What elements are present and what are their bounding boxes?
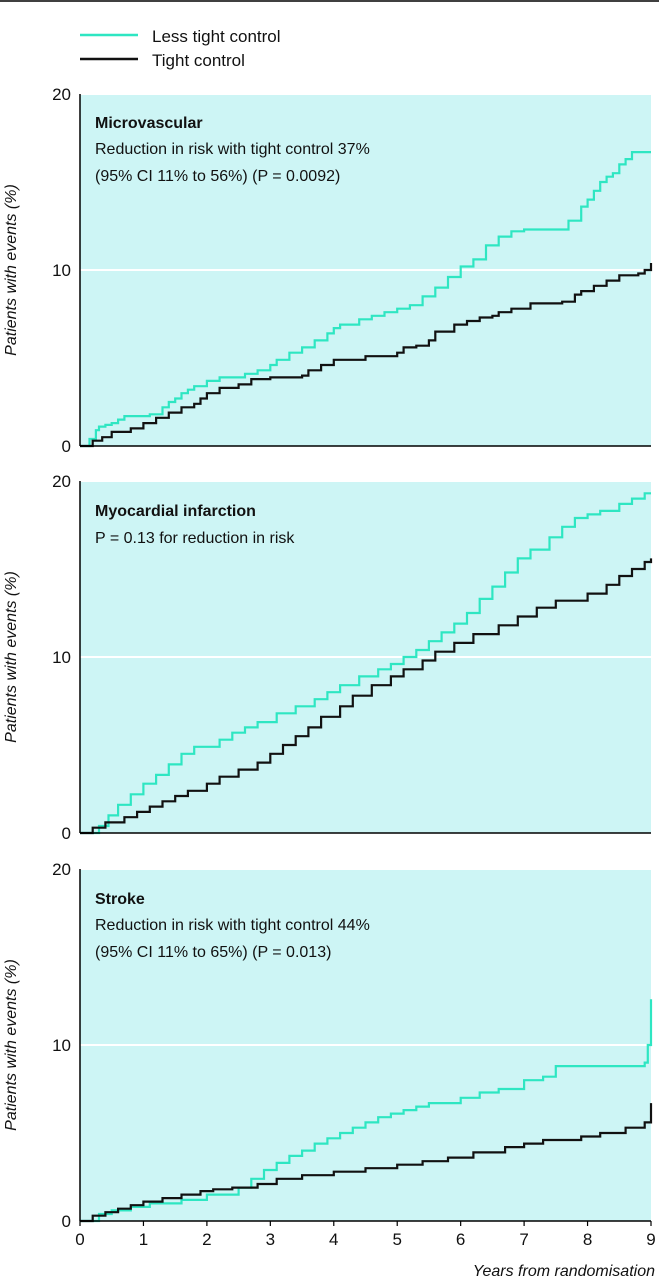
panel-title: Myocardial infarction: [95, 503, 256, 520]
y-tick-label: 10: [52, 648, 71, 667]
y-tick-label: 0: [62, 1212, 71, 1231]
series-line-less-tight-control: [80, 999, 653, 1223]
legend-label-tight: Tight control: [152, 51, 245, 70]
x-tick-label: 1: [139, 1230, 148, 1249]
y-axis-label: Patients with events (%): [3, 571, 20, 743]
legend: Less tight control Tight control: [80, 27, 281, 70]
panel-annotation: (95% CI 11% to 56%) (P = 0.0092): [95, 168, 340, 185]
x-axis-label: Years from randomisation: [473, 1263, 655, 1280]
series-line-less-tight-control: [80, 151, 651, 448]
legend-label-less-tight: Less tight control: [152, 27, 281, 46]
x-tick-label: 2: [202, 1230, 211, 1249]
y-tick-label: 20: [52, 472, 71, 491]
x-tick-label: 5: [392, 1230, 401, 1249]
y-axis-label: Patients with events (%): [3, 184, 20, 356]
panel-annotation: P = 0.13 for reduction in risk: [95, 530, 295, 547]
y-axis-label: Patients with events (%): [3, 959, 20, 1131]
panel-title: Microvascular: [95, 115, 203, 132]
panel-annotation: Reduction in risk with tight control 44%: [95, 917, 370, 934]
x-tick-label: 4: [329, 1230, 338, 1249]
x-tick-label: 6: [456, 1230, 465, 1249]
chart-panel-1: 0 10 20 Patients with events (%) Microvascul…: [3, 85, 653, 456]
panel-title: Stroke: [95, 891, 145, 908]
series-line-tight-control: [80, 1103, 653, 1223]
panel-annotation: (95% CI 11% to 65%) (P = 0.013): [95, 944, 331, 961]
panel-annotation: Reduction in risk with tight control 37%: [95, 141, 370, 158]
series-line-tight-control: [80, 263, 653, 448]
x-tick-label: 8: [583, 1230, 592, 1249]
x-tick-label: 9: [646, 1230, 655, 1249]
x-tick-label: 0: [75, 1230, 84, 1249]
y-tick-label: 20: [52, 85, 71, 104]
y-tick-label: 10: [52, 261, 71, 280]
x-tick-label: 7: [519, 1230, 528, 1249]
y-tick-label: 0: [62, 824, 71, 843]
y-tick-label: 0: [62, 437, 71, 456]
series-line-less-tight-control: [80, 492, 651, 835]
x-tick-label: 3: [266, 1230, 275, 1249]
y-tick-label: 20: [52, 860, 71, 879]
chart-panel-2: 0 10 20 Patients with events (%) Myocardial …: [3, 472, 653, 843]
y-tick-label: 10: [52, 1036, 71, 1055]
series-line-tight-control: [80, 558, 653, 835]
